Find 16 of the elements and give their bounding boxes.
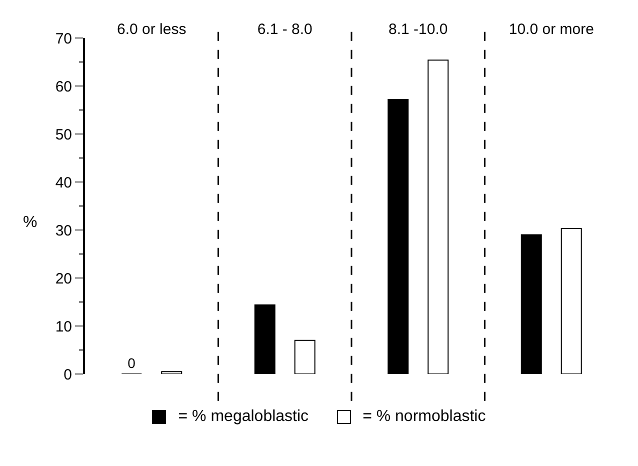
y-tick-label: 10 [55,318,72,336]
x-tick-label: 6.1 - 8.0 [257,21,312,38]
data-label: 0 [128,355,136,371]
y-axis-title: % [23,214,38,231]
y-tick-label: 60 [55,78,72,96]
y-tick-label: 20 [55,270,72,288]
x-tick-label: 8.1 -10.0 [388,21,448,38]
y-tick-label: 30 [55,222,72,240]
x-tick-label: 10.0 or more [508,21,594,38]
y-tick-label: 50 [55,126,72,144]
y-tick-label: 40 [55,174,72,192]
x-tick-label: 6.0 or less [117,21,186,38]
legend-label: = % megaloblastic [178,408,309,426]
y-tick-label: 0 [64,366,72,384]
y-tick-label: 70 [55,30,72,48]
legend-label: = % normoblastic [362,408,486,426]
